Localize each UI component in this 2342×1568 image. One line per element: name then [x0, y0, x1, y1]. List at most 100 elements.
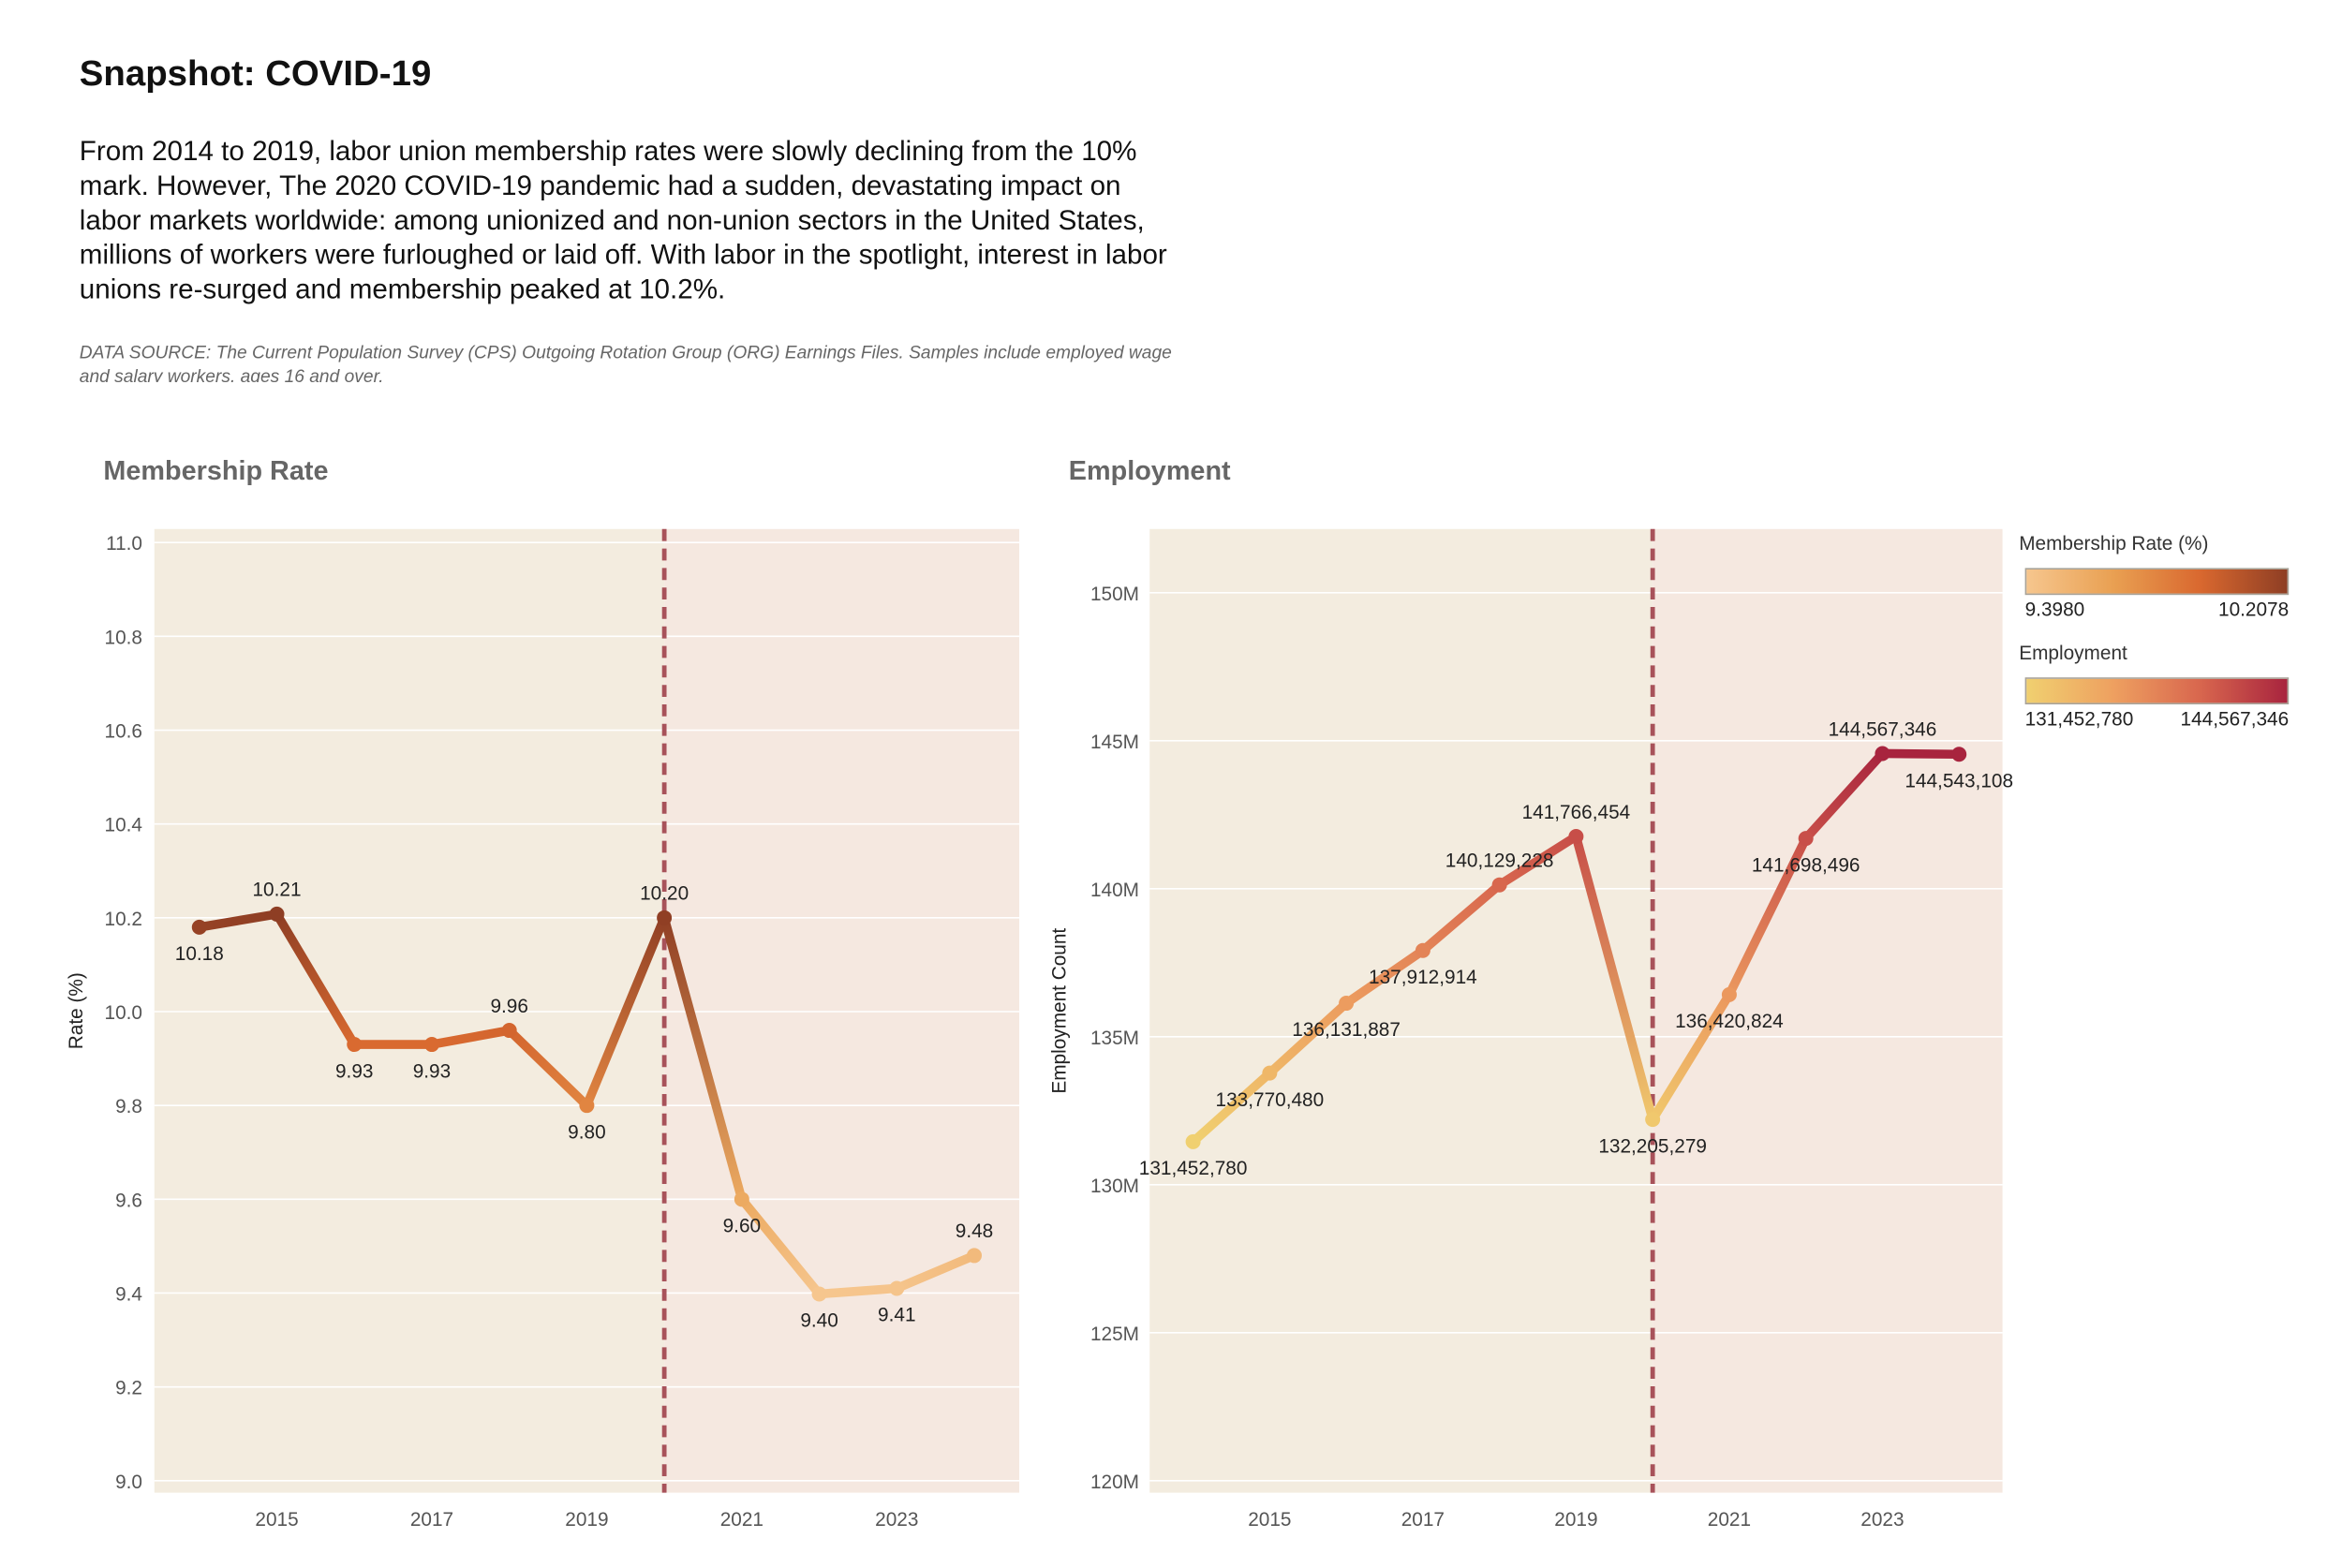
data-label: 141,766,454	[1522, 802, 1631, 823]
employment-colorbar	[2024, 677, 2290, 704]
data-point	[1951, 747, 1967, 762]
data-label: 137,912,914	[1369, 967, 1477, 988]
data-label: 9.41	[878, 1305, 915, 1326]
data-point	[1875, 746, 1890, 762]
data-label: 132,205,279	[1598, 1135, 1707, 1157]
line-segment	[1571, 832, 1657, 1124]
data-point	[657, 910, 673, 925]
line-segment	[1494, 832, 1581, 890]
y-tick-label: 130M	[1090, 1176, 1139, 1197]
y-tick-label: 10.0	[105, 1002, 142, 1024]
data-label: 9.96	[490, 996, 527, 1017]
line-segment	[1801, 748, 1888, 843]
y-tick-label: 9.2	[115, 1378, 142, 1399]
x-tick-label: 2019	[565, 1509, 608, 1531]
line-segment	[1341, 945, 1428, 1008]
rate-chart-title: Membership Rate	[103, 455, 329, 486]
data-label: 9.40	[800, 1310, 837, 1332]
data-point	[347, 1037, 363, 1053]
rate-colorbar-max: 10.2078	[2218, 598, 2290, 621]
data-label: 10.18	[175, 943, 224, 965]
data-label: 140,129,228	[1445, 851, 1554, 872]
line-segment	[660, 913, 747, 1205]
line-segment	[1188, 1068, 1275, 1146]
employment-legend-title: Employment	[2019, 641, 2127, 664]
y-axis-label: Employment Count	[1049, 928, 1071, 1094]
data-label: 10.20	[640, 883, 689, 905]
line-segment	[427, 1026, 514, 1049]
data-label: 9.93	[413, 1060, 451, 1082]
line-segment	[1265, 998, 1351, 1078]
data-point	[1339, 996, 1355, 1012]
y-tick-label: 145M	[1090, 732, 1139, 753]
data-point	[191, 919, 207, 935]
rate-legend-title: Membership Rate (%)	[2019, 532, 2209, 555]
description: From 2014 to 2019, labor union membershi…	[79, 135, 1167, 304]
page-title: Snapshot: COVID-19	[79, 53, 432, 95]
data-point	[1185, 1133, 1201, 1149]
x-tick-label: 2023	[875, 1509, 918, 1531]
data-label: 9.80	[568, 1121, 605, 1143]
line-segment	[504, 1026, 592, 1110]
data-label: 133,770,480	[1216, 1089, 1325, 1111]
data-label: 9.60	[723, 1216, 761, 1237]
data-label: 10.21	[252, 880, 301, 901]
line-segment	[1725, 834, 1811, 999]
data-label: 144,567,346	[1829, 718, 1937, 740]
data-label: 136,420,824	[1675, 1011, 1784, 1032]
line-segment	[582, 913, 669, 1110]
y-tick-label: 9.4	[115, 1283, 142, 1305]
y-tick-label: 140M	[1090, 880, 1139, 901]
x-tick-label: 2015	[1248, 1509, 1291, 1531]
y-tick-label: 120M	[1090, 1472, 1139, 1493]
data-point	[889, 1280, 905, 1296]
pre-covid-region	[1149, 528, 1653, 1493]
y-axis-label: Rate (%)	[66, 972, 87, 1049]
rate-colorbar	[2024, 568, 2290, 596]
data-point	[1721, 986, 1737, 1002]
x-tick-label: 2019	[1554, 1509, 1597, 1531]
line-segment	[737, 1194, 824, 1299]
line-segment	[272, 910, 360, 1049]
employment-colorbar-min: 131,452,780	[2024, 707, 2134, 731]
x-tick-label: 2017	[1401, 1509, 1445, 1531]
y-tick-label: 9.0	[115, 1472, 142, 1493]
x-tick-label: 2017	[410, 1509, 453, 1531]
y-tick-label: 10.2	[105, 909, 142, 930]
x-tick-label: 2023	[1860, 1509, 1904, 1531]
data-label: 136,131,887	[1292, 1019, 1401, 1041]
data-point	[1415, 942, 1430, 958]
y-tick-label: 10.6	[105, 721, 142, 743]
y-tick-label: 135M	[1090, 1028, 1139, 1049]
y-tick-label: 9.6	[115, 1190, 142, 1211]
data-label: 9.48	[956, 1220, 993, 1242]
data-label: 141,698,496	[1752, 854, 1860, 876]
line-segment	[1877, 748, 1964, 760]
employment-chart-title: Employment	[1068, 455, 1231, 486]
data-label: 144,543,108	[1905, 770, 2013, 791]
line-segment	[892, 1250, 979, 1294]
line-segment	[195, 910, 282, 932]
y-tick-label: 10.8	[105, 627, 142, 648]
data-point	[269, 906, 285, 922]
line-segment	[1418, 880, 1505, 955]
data-point	[811, 1286, 827, 1302]
y-tick-label: 11.0	[106, 533, 142, 555]
data-point	[1645, 1112, 1661, 1128]
x-tick-label: 2015	[255, 1509, 298, 1531]
x-tick-label: 2021	[720, 1509, 763, 1531]
data-point	[967, 1248, 982, 1264]
rate-colorbar-min: 9.3980	[2024, 598, 2085, 621]
data-point	[501, 1023, 517, 1039]
y-tick-label: 9.8	[115, 1096, 142, 1117]
x-tick-label: 2021	[1708, 1509, 1751, 1531]
data-source: DATA SOURCE: The Current Population Surv…	[79, 341, 1172, 382]
data-point	[734, 1191, 749, 1207]
data-point	[423, 1037, 439, 1053]
data-point	[579, 1098, 595, 1114]
y-tick-label: 125M	[1090, 1324, 1139, 1345]
line-segment	[814, 1283, 902, 1299]
data-point	[1568, 828, 1584, 844]
